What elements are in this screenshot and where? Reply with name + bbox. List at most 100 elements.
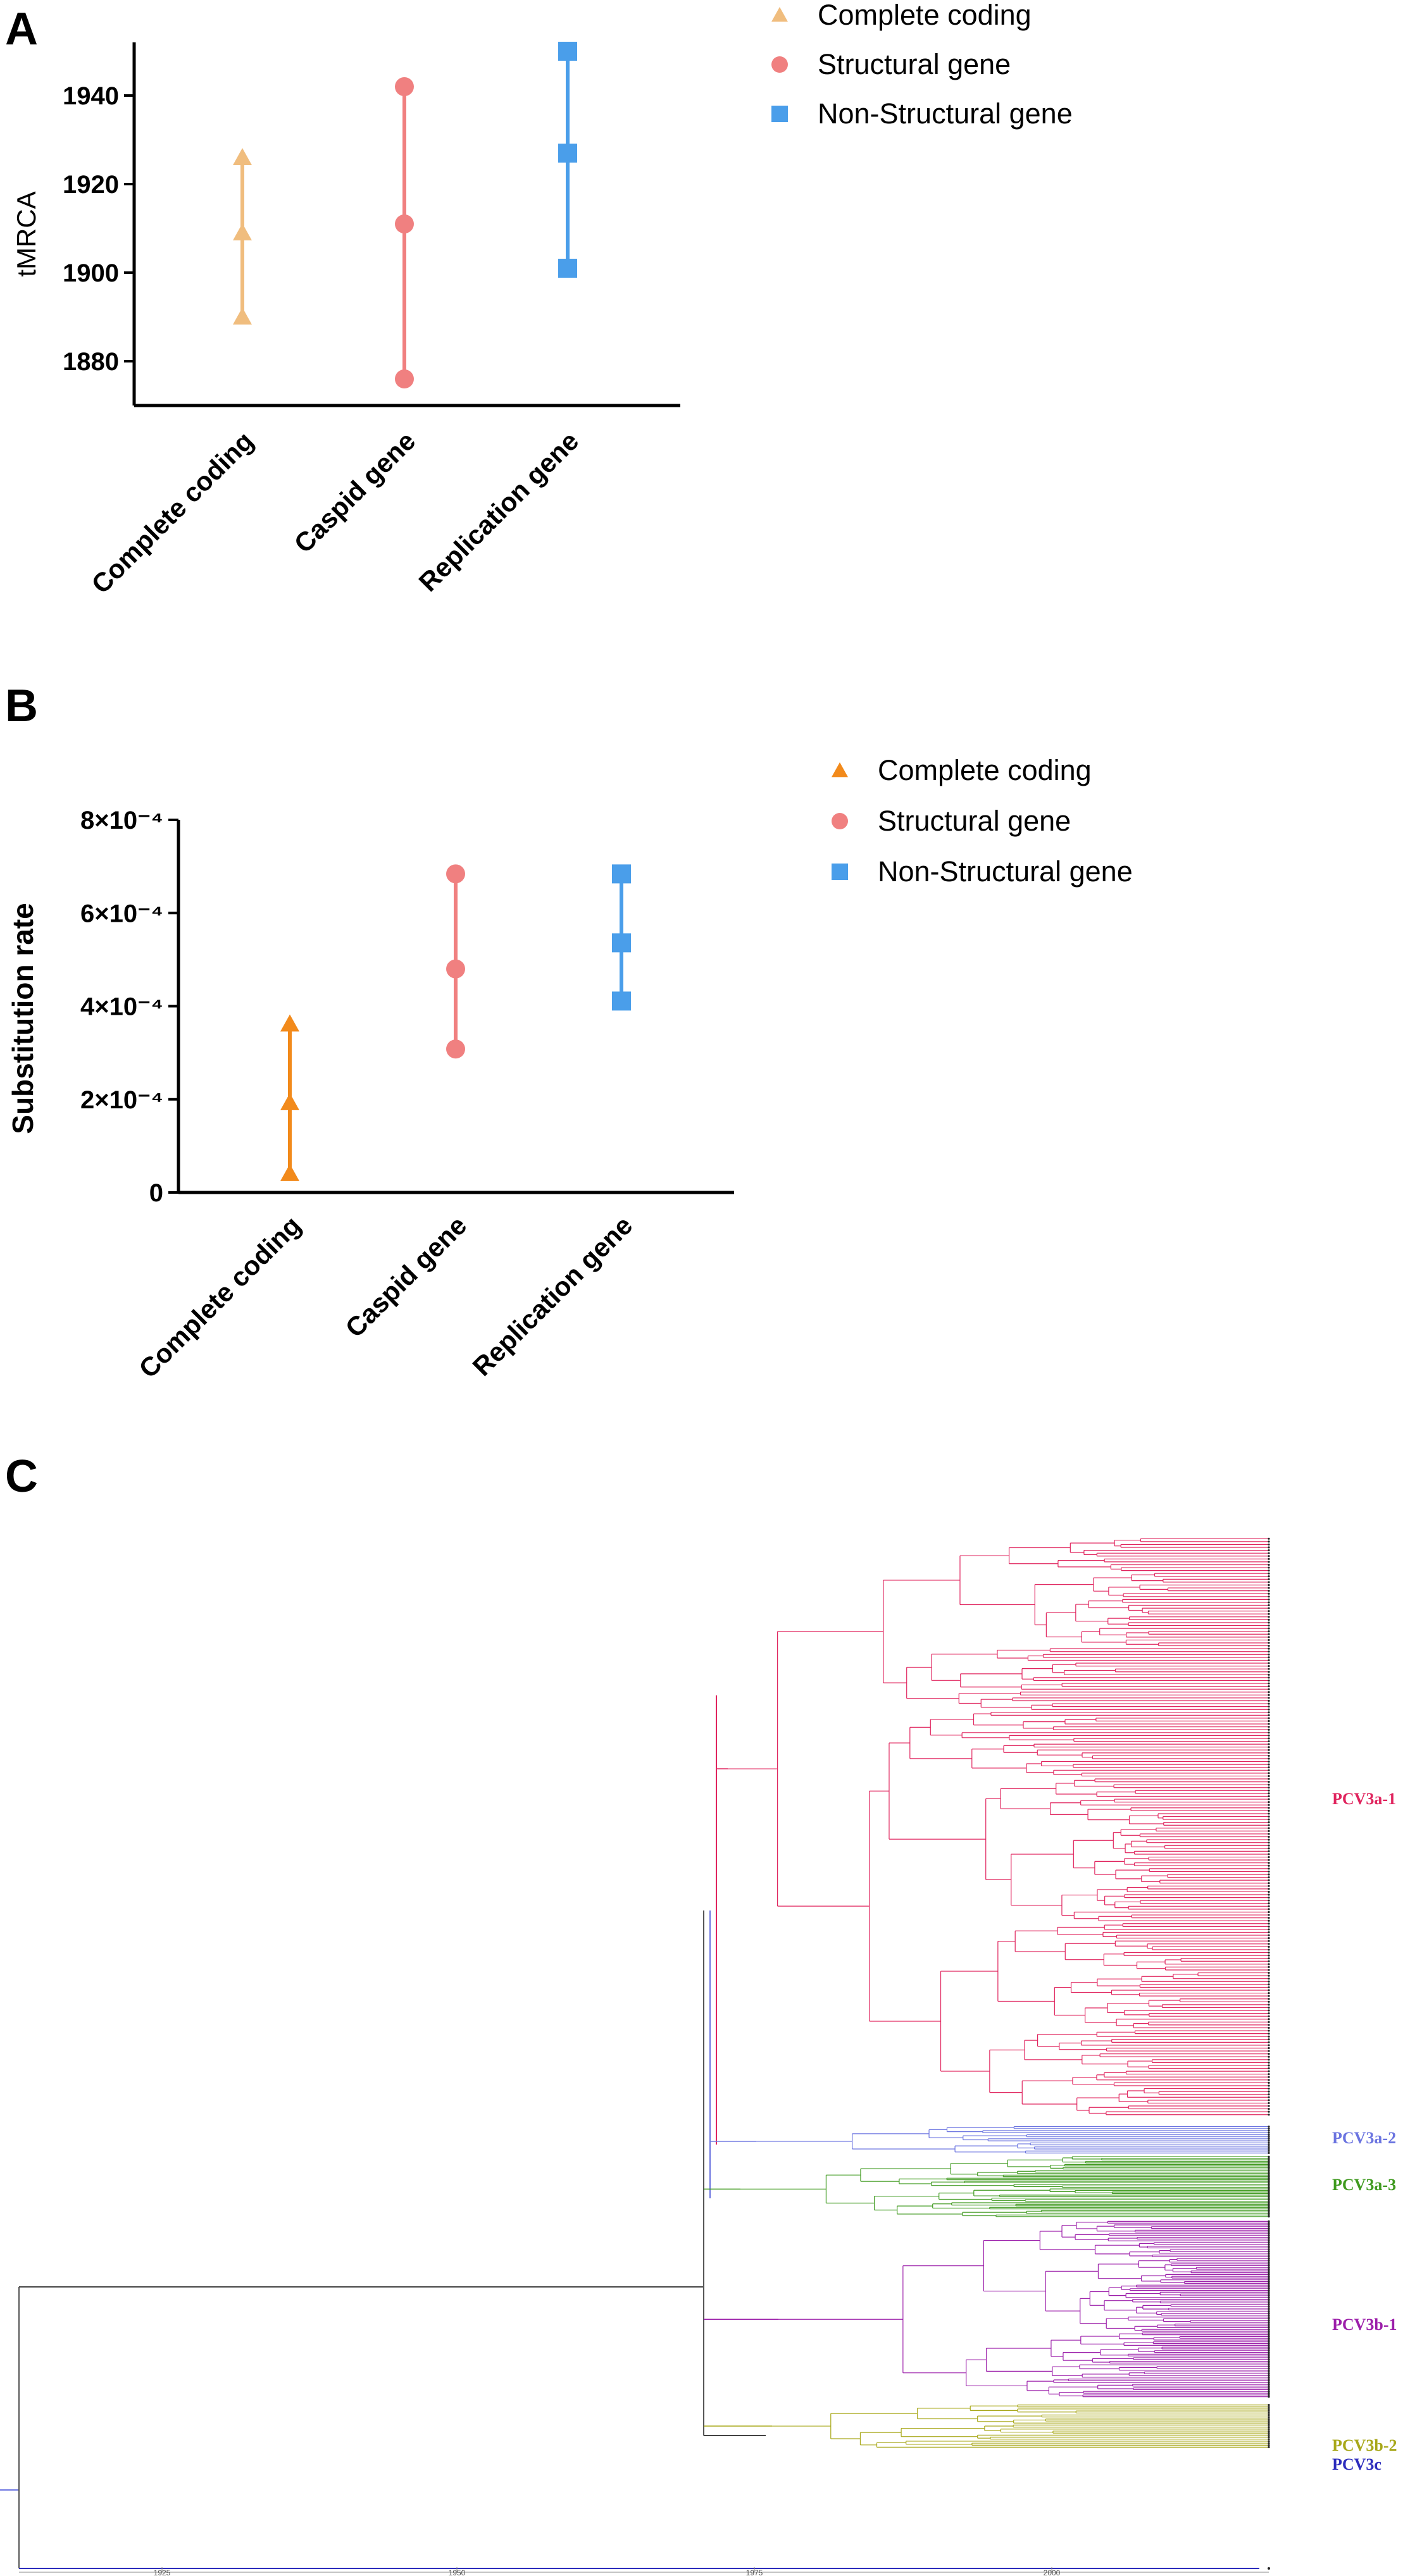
tree-tip (1268, 1706, 1270, 1708)
tree-tip (1268, 2275, 1270, 2277)
y-tick-label: 8×10⁻⁴ (80, 807, 163, 834)
tree-tip (1268, 2064, 1270, 2067)
tree-tip (1268, 2170, 1270, 2174)
tree-tip (1268, 1798, 1270, 1800)
y-tick-label: 2×10⁻⁴ (80, 1086, 163, 1114)
tree-tip (1268, 2326, 1270, 2329)
tree-tip (1268, 2102, 1270, 2105)
tree-tip (1268, 1699, 1270, 1702)
tree-tip (1268, 1552, 1270, 1554)
tree-tip (1268, 2317, 1270, 2320)
data-point (233, 307, 252, 325)
tree-tip (1268, 1902, 1270, 1905)
y-axis-label-b: Substitution rate (6, 903, 39, 1134)
data-point (233, 148, 252, 165)
tree-tip (1268, 2330, 1270, 2332)
tree-tip (1268, 1708, 1270, 1711)
tree-tip (1268, 1575, 1270, 1578)
tree-tip (1268, 1923, 1270, 1925)
tree-tip (1268, 2298, 1270, 2301)
tree-tip (1268, 2418, 1270, 2420)
tree-tip (1268, 1656, 1270, 1659)
tree-tip (1268, 2176, 1270, 2178)
data-point (395, 77, 414, 96)
panel-letter-b: B (5, 681, 38, 731)
tree-tip (1268, 1917, 1270, 1919)
tree-tip (1268, 1743, 1270, 1745)
tree-tip (1268, 2403, 1270, 2406)
tree-tip (1268, 2059, 1270, 2061)
tree-tip (1268, 2177, 1270, 2179)
tree-tip (1268, 2310, 1270, 2313)
tree-tip (1268, 2041, 1270, 2043)
tree-tip (1268, 2325, 1270, 2327)
tree-tip (1268, 2383, 1270, 2386)
clade-pcv3a-3 (704, 2155, 1270, 2218)
clade-label: PCV3c (1332, 2455, 1381, 2474)
tree-tip (1268, 2410, 1270, 2412)
tree-tip (1268, 1807, 1270, 1809)
tree-tip (1268, 2070, 1270, 2072)
tree-tip (1268, 2365, 1270, 2368)
tree-tip (1268, 1691, 1270, 1694)
data-point (446, 1039, 465, 1059)
data-point (612, 864, 631, 884)
tree-tip (1268, 2420, 1270, 2422)
tree-tip (1268, 1688, 1270, 1690)
tree-tip (1268, 1818, 1270, 1821)
tree-tip (1268, 1795, 1270, 1798)
tree-tip (1268, 1679, 1270, 1682)
tree-tip (1268, 1971, 1270, 1974)
tree-tip (1268, 2422, 1270, 2424)
tree-tip (1268, 2029, 1270, 2032)
tree-tip (1268, 2110, 1270, 2113)
y-tick-label: 4×10⁻⁴ (80, 993, 163, 1021)
tree-tip (1268, 2215, 1270, 2218)
tree-tip (1268, 1659, 1270, 1662)
tree-tip (1268, 2157, 1270, 2160)
tree-tip (1268, 1766, 1270, 1769)
tree-tick-label: 1925 (154, 2568, 171, 2576)
tree-tip (1268, 2440, 1270, 2443)
tree-tip (1268, 2245, 1270, 2248)
tree-tip (1268, 2288, 1270, 2290)
tree-tip (1268, 2208, 1270, 2210)
tree-tip (1268, 2114, 1270, 2116)
tree-tip (1268, 2334, 1270, 2336)
tree-tip (1268, 2434, 1270, 2436)
tree-tip (1268, 2369, 1270, 2372)
tree-tip (1268, 1882, 1270, 1885)
tree-tip (1268, 2018, 1270, 2021)
tree-tip (1268, 1821, 1270, 1824)
tree-tip (1268, 1590, 1270, 1592)
tree-tip (1268, 2087, 1270, 2090)
tree-tip (1268, 1954, 1270, 1957)
tree-tip (1268, 1888, 1270, 1890)
tree-tip (1268, 1633, 1270, 1635)
tree-tip (1268, 2146, 1270, 2148)
tree-tip (1268, 2090, 1270, 2093)
tree-tip (1268, 1978, 1270, 1980)
legend-marker (771, 7, 788, 22)
data-point (395, 369, 414, 388)
tree-tip (1268, 1873, 1270, 1876)
tree-tip (1268, 2180, 1270, 2183)
tree-tip (1268, 2335, 1270, 2338)
tree-tip (1268, 1969, 1270, 1971)
tree-tip (1268, 1943, 1270, 1945)
tree-tip (1268, 1809, 1270, 1812)
x-tick-label: Replication gene (413, 426, 584, 597)
tree-tip (1268, 2378, 1270, 2381)
tree-tip (1268, 1931, 1270, 1934)
tree-tip (1268, 2396, 1270, 2398)
tree-tip (1268, 2203, 1270, 2205)
tree-tip (1268, 2205, 1270, 2207)
tree-tip (1268, 1546, 1270, 1549)
tree-tip (1268, 1572, 1270, 1575)
tree-tip (1268, 1610, 1270, 1613)
tree-tip (1268, 1714, 1270, 1716)
tree-tip (1268, 1864, 1270, 1867)
y-tick-label: 1940 (63, 82, 119, 110)
tree-tip (1268, 2350, 1270, 2352)
